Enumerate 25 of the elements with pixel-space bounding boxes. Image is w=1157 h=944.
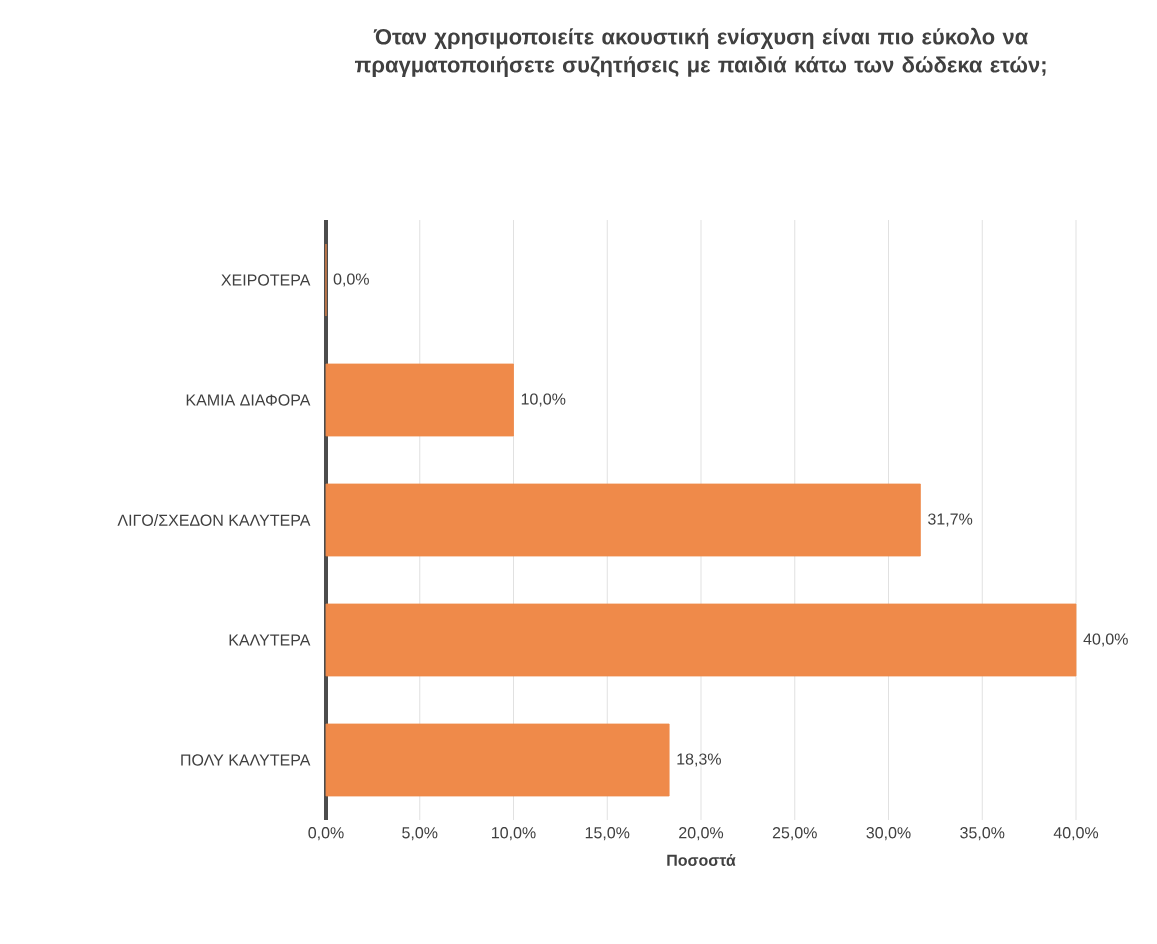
y-tick-label: ΧΕΙΡΟΤΕΡΑ bbox=[221, 274, 311, 286]
chart-title: Όταν χρησιμοποιείτε ακουστική ενίσχυση είναι πιο εύκολο να πραγματοποιήσετε συζητήσεις με παιδιά κάτω των δώδεκα ετών; bbox=[354, 27, 1046, 77]
x-tick-label: 10,0% bbox=[492, 827, 536, 841]
bar bbox=[325, 603, 1077, 677]
x-tick-label: 30,0% bbox=[866, 827, 911, 841]
data-label: 18,3% bbox=[677, 753, 721, 767]
x-tick-label: 35,0% bbox=[960, 827, 1005, 841]
x-tick-label: 20,0% bbox=[679, 827, 724, 841]
y-tick-label: ΚΑΛΥΤΕΡΑ bbox=[229, 634, 311, 646]
x-tick-label: 15,0% bbox=[585, 827, 630, 841]
data-label: 40,0% bbox=[1083, 633, 1128, 647]
data-label: 31,7% bbox=[928, 513, 973, 527]
y-tick-label: ΛΙΓΟ/ΣΧΕΔΟΝ ΚΑΛΥΤΕΡΑ bbox=[117, 514, 311, 526]
bar bbox=[325, 363, 514, 437]
bar bbox=[325, 723, 670, 797]
x-tick-label: 40,0% bbox=[1053, 827, 1099, 841]
bar bbox=[325, 483, 921, 557]
x-tick-label: 0,0% bbox=[308, 827, 344, 841]
x-axis-title: Ποσοστά bbox=[667, 854, 736, 866]
data-label: 0,0% bbox=[333, 273, 369, 287]
data-label: 10,0% bbox=[521, 393, 566, 407]
x-tick-label: 5,0% bbox=[402, 827, 438, 841]
x-tick-label: 25,0% bbox=[772, 827, 817, 841]
y-tick-label: ΠΟΛΥ ΚΑΛΥΤΕΡΑ bbox=[181, 754, 311, 766]
y-tick-label: ΚΑΜΙΑ ΔΙΑΦΟΡΑ bbox=[186, 394, 311, 406]
